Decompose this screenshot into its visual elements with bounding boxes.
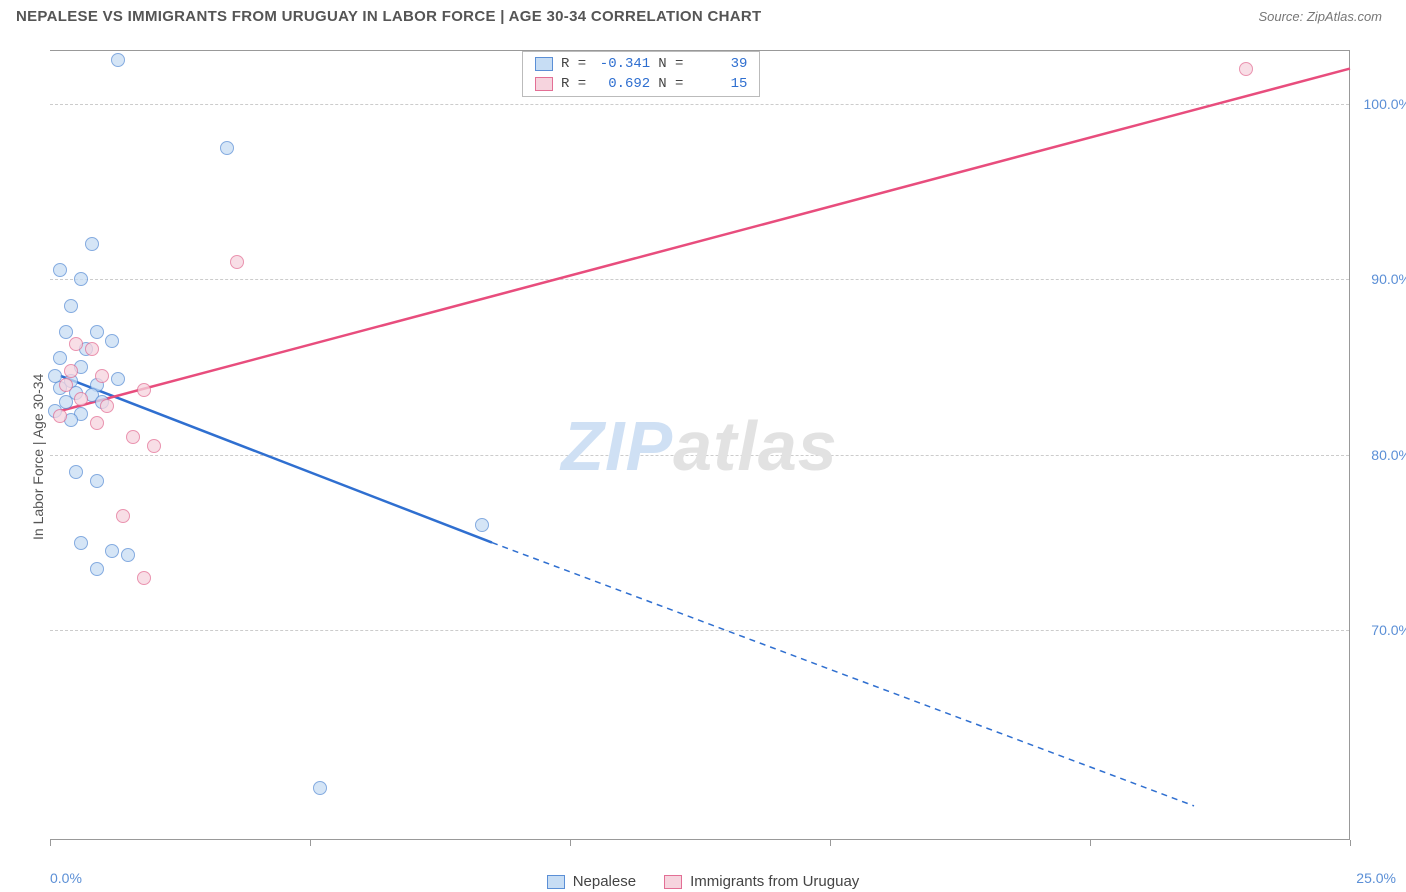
y-tick-label: 70.0%: [1371, 622, 1406, 638]
n-label: N =: [658, 76, 683, 92]
scatter-point-nepalese: [59, 325, 73, 339]
correlation-legend: R = -0.341 N = 39 R = 0.692 N = 15: [522, 51, 760, 97]
scatter-point-uruguay: [126, 430, 140, 444]
series-legend-item-0: Nepalese: [547, 873, 636, 890]
n-value-0: 39: [691, 56, 747, 72]
n-label: N =: [658, 56, 683, 72]
scatter-point-nepalese: [105, 544, 119, 558]
chart-plot-area: 70.0%80.0%90.0%100.0% ZIPatlas R = -0.34…: [50, 50, 1350, 840]
scatter-point-nepalese: [74, 536, 88, 550]
r-label: R =: [561, 76, 586, 92]
n-value-1: 15: [691, 76, 747, 92]
gridline: [50, 630, 1349, 631]
y-tick-label: 100.0%: [1364, 96, 1406, 112]
series-swatch-0: [547, 875, 565, 889]
scatter-point-uruguay: [100, 399, 114, 413]
scatter-point-nepalese: [90, 474, 104, 488]
scatter-point-nepalese: [111, 372, 125, 386]
series-legend-item-1: Immigrants from Uruguay: [664, 873, 859, 890]
scatter-point-nepalese: [220, 141, 234, 155]
gridline: [50, 104, 1349, 105]
x-tick-mark: [310, 840, 311, 846]
y-axis-label: In Labor Force | Age 30-34: [30, 374, 46, 540]
trend-lines-svg: [50, 51, 1350, 841]
watermark: ZIPatlas: [561, 406, 837, 486]
watermark-prefix: ZIP: [561, 407, 673, 485]
series-label-1: Immigrants from Uruguay: [690, 873, 859, 890]
r-value-1: 0.692: [594, 76, 650, 92]
scatter-point-nepalese: [74, 272, 88, 286]
series-swatch-1: [664, 875, 682, 889]
x-tick-mark: [830, 840, 831, 846]
scatter-point-uruguay: [230, 255, 244, 269]
chart-header: NEPALESE VS IMMIGRANTS FROM URUGUAY IN L…: [0, 0, 1406, 29]
gridline: [50, 279, 1349, 280]
y-tick-label: 90.0%: [1371, 271, 1406, 287]
x-tick-mark: [50, 840, 51, 846]
scatter-point-uruguay: [69, 337, 83, 351]
scatter-point-nepalese: [105, 334, 119, 348]
r-value-0: -0.341: [594, 56, 650, 72]
scatter-point-nepalese: [90, 325, 104, 339]
x-axis-line: [50, 839, 1349, 840]
x-tick-mark: [570, 840, 571, 846]
scatter-point-uruguay: [137, 571, 151, 585]
scatter-point-uruguay: [147, 439, 161, 453]
scatter-point-uruguay: [90, 416, 104, 430]
scatter-point-uruguay: [53, 409, 67, 423]
scatter-point-uruguay: [1239, 62, 1253, 76]
chart-title: NEPALESE VS IMMIGRANTS FROM URUGUAY IN L…: [16, 8, 761, 25]
scatter-point-nepalese: [475, 518, 489, 532]
x-tick-mark: [1090, 840, 1091, 846]
watermark-suffix: atlas: [673, 407, 838, 485]
scatter-point-nepalese: [121, 548, 135, 562]
scatter-point-uruguay: [137, 383, 151, 397]
r-label: R =: [561, 56, 586, 72]
scatter-point-uruguay: [74, 392, 88, 406]
legend-swatch-0: [535, 57, 553, 71]
scatter-point-nepalese: [85, 237, 99, 251]
scatter-point-nepalese: [53, 351, 67, 365]
series-label-0: Nepalese: [573, 873, 636, 890]
scatter-point-nepalese: [64, 299, 78, 313]
series-legend: Nepalese Immigrants from Uruguay: [0, 873, 1406, 890]
trend-line-dashed-nepalese: [492, 543, 1194, 806]
scatter-point-nepalese: [53, 263, 67, 277]
scatter-point-uruguay: [85, 342, 99, 356]
x-tick-mark: [1350, 840, 1351, 846]
gridline: [50, 455, 1349, 456]
correlation-legend-row-1: R = 0.692 N = 15: [523, 74, 759, 94]
legend-swatch-1: [535, 77, 553, 91]
scatter-point-uruguay: [59, 378, 73, 392]
scatter-point-nepalese: [69, 465, 83, 479]
scatter-point-nepalese: [90, 562, 104, 576]
scatter-point-nepalese: [313, 781, 327, 795]
correlation-legend-row-0: R = -0.341 N = 39: [523, 54, 759, 74]
scatter-point-uruguay: [64, 364, 78, 378]
trend-line-uruguay: [60, 69, 1350, 411]
y-tick-label: 80.0%: [1371, 447, 1406, 463]
scatter-point-uruguay: [116, 509, 130, 523]
scatter-point-uruguay: [95, 369, 109, 383]
scatter-point-nepalese: [111, 53, 125, 67]
chart-source: Source: ZipAtlas.com: [1258, 9, 1382, 24]
